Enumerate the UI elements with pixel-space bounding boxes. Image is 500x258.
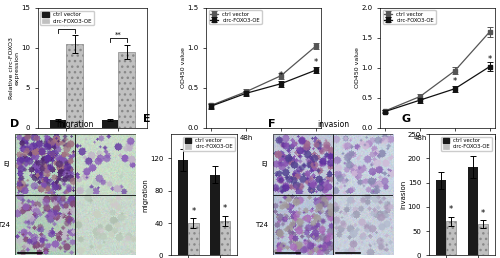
- Text: **: **: [63, 22, 70, 29]
- Y-axis label: migration: migration: [142, 178, 148, 212]
- Text: D: D: [10, 119, 20, 129]
- Bar: [118, 52, 135, 128]
- Legend: ctrl vector, circ-FOXO3-OE: ctrl vector, circ-FOXO3-OE: [208, 10, 262, 24]
- Bar: [272, 195, 333, 255]
- Text: F: F: [268, 119, 276, 129]
- Text: T24: T24: [0, 222, 10, 228]
- Text: EJ: EJ: [220, 11, 227, 20]
- Text: *: *: [453, 77, 457, 86]
- Bar: [220, 221, 230, 255]
- Legend: ctrl vector, circ-FOXO3-OE: ctrl vector, circ-FOXO3-OE: [441, 137, 492, 151]
- Bar: [178, 160, 188, 255]
- Bar: [272, 134, 333, 195]
- Text: invasion: invasion: [317, 120, 349, 129]
- Legend: ctrl vector, circ-FOXO3-OE: ctrl vector, circ-FOXO3-OE: [40, 11, 94, 25]
- Text: *: *: [223, 204, 227, 213]
- Text: *: *: [192, 207, 196, 216]
- Text: G: G: [401, 114, 410, 124]
- Text: EJ: EJ: [4, 162, 10, 167]
- Bar: [478, 224, 488, 255]
- Text: *: *: [314, 58, 318, 67]
- Bar: [15, 195, 76, 255]
- Text: EJ: EJ: [262, 162, 268, 167]
- Y-axis label: OD450 value: OD450 value: [180, 47, 186, 88]
- Text: **: **: [115, 31, 122, 37]
- Y-axis label: Relative circ-FOXO3
expression: Relative circ-FOXO3 expression: [8, 37, 20, 99]
- Text: *: *: [449, 205, 454, 214]
- Legend: ctrl vector, circ-FOXO3-OE: ctrl vector, circ-FOXO3-OE: [184, 137, 234, 151]
- Bar: [76, 195, 136, 255]
- Bar: [102, 120, 118, 128]
- Bar: [468, 167, 477, 255]
- Bar: [66, 44, 83, 128]
- Text: T24: T24: [394, 11, 408, 20]
- Bar: [50, 120, 66, 128]
- Bar: [333, 195, 394, 255]
- Bar: [436, 180, 446, 255]
- Y-axis label: OD450 value: OD450 value: [354, 47, 360, 88]
- Bar: [188, 223, 198, 255]
- Bar: [210, 175, 220, 255]
- Text: *: *: [279, 71, 283, 80]
- Bar: [333, 134, 394, 195]
- Text: *: *: [488, 54, 492, 63]
- Text: T24: T24: [255, 222, 268, 228]
- Bar: [76, 134, 136, 195]
- Y-axis label: invasion: invasion: [400, 180, 406, 209]
- Bar: [15, 134, 76, 195]
- Legend: ctrl vector, circ-FOXO3-OE: ctrl vector, circ-FOXO3-OE: [382, 10, 436, 24]
- Text: migration: migration: [56, 120, 94, 129]
- Text: *: *: [480, 208, 485, 217]
- Bar: [446, 221, 456, 255]
- Text: E: E: [144, 114, 151, 124]
